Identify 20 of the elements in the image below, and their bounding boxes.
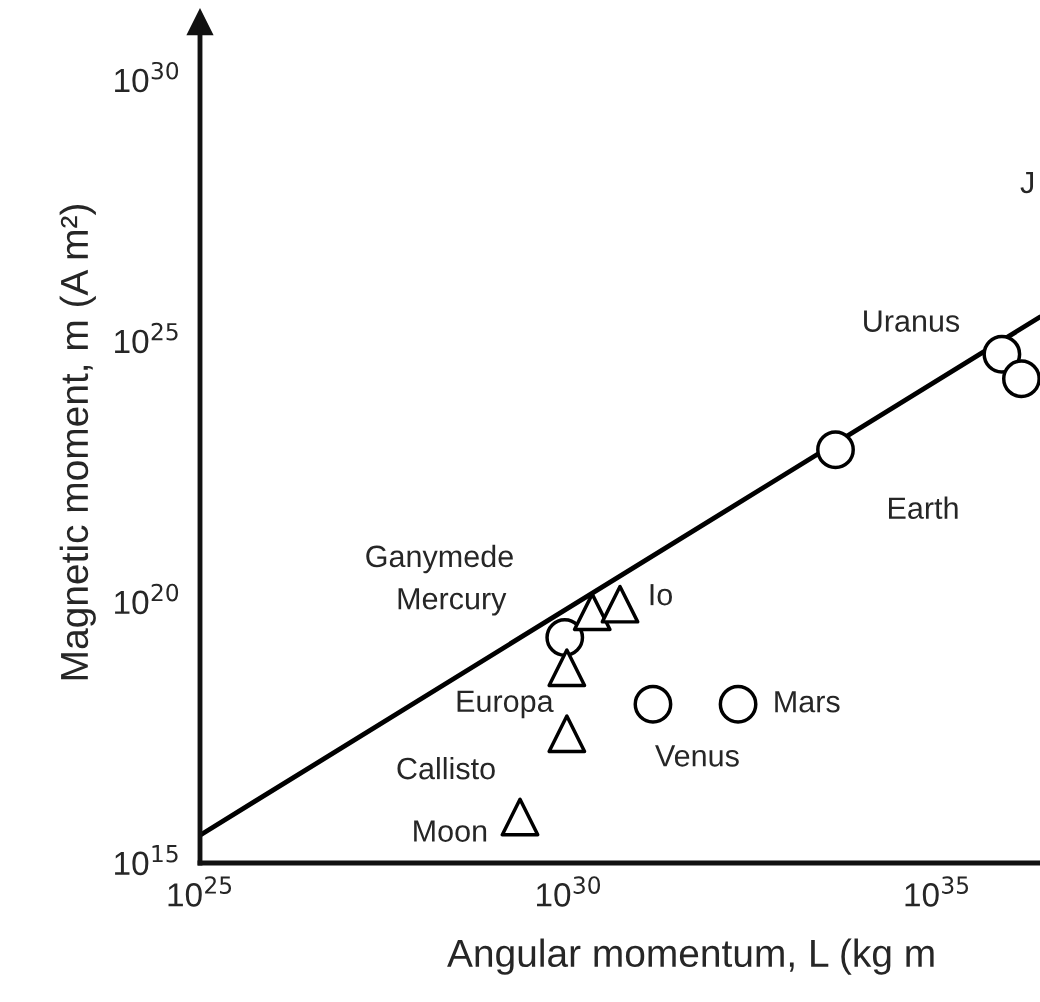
y-tick-label: 10$^{15}$ bbox=[115, 845, 178, 876]
annotation: Moon bbox=[414, 820, 487, 842]
x-tick-label: 10$^{35}$ bbox=[905, 876, 969, 907]
annotation: Mercury bbox=[398, 588, 507, 616]
annotation: Ganymede bbox=[366, 544, 513, 574]
annotation: Callisto bbox=[397, 756, 495, 780]
x-axis-title: Angular momentum, L (kg m bbox=[447, 938, 934, 975]
annotation: Io bbox=[650, 584, 672, 606]
y-tick-label: 10$^{20}$ bbox=[115, 583, 179, 615]
x-tick-label: 10$^{30}$ bbox=[537, 876, 601, 907]
annotation: Mars bbox=[775, 691, 840, 713]
annotation: Venus bbox=[655, 745, 739, 767]
y-axis-title: Magnetic moment, m (A m²) bbox=[59, 205, 96, 680]
annotation: Earth bbox=[889, 496, 958, 520]
annotation: J bbox=[1020, 171, 1034, 194]
annotation: Uranus bbox=[864, 310, 960, 332]
x-tick-label: 10$^{25}$ bbox=[168, 876, 232, 907]
y-tick-label: 10$^{30}$ bbox=[115, 61, 179, 93]
y-tick-label: 10$^{25}$ bbox=[115, 322, 178, 354]
annotation: Europa bbox=[457, 690, 554, 719]
